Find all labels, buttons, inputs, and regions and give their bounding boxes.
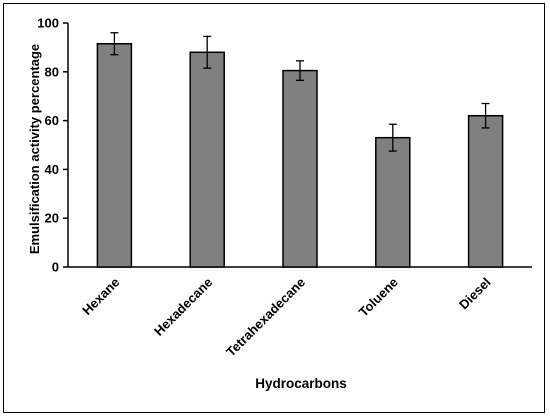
error-bar-toluene <box>388 123 397 152</box>
bar-diesel <box>467 114 504 268</box>
chart-frame: 0 20 40 60 80 100 Hexane Hexadecane Tetrahexade… <box>3 3 545 413</box>
y-tick-label: 80 <box>45 64 59 79</box>
y-tick-label: 60 <box>45 113 59 128</box>
x-tick-labels: Hexane Hexadecane Tetrahexadecane Toluene Di… <box>79 275 494 360</box>
y-axis-label: Emulsification activity percentage <box>27 44 42 254</box>
x-tick-label: Toluene <box>356 275 401 320</box>
error-bar-hexadecane <box>203 35 212 69</box>
bars <box>96 42 504 268</box>
error-bar-tetrahexadecane <box>296 60 304 81</box>
error-bars <box>110 32 490 152</box>
y-tick-label: 100 <box>37 16 59 31</box>
y-tick-label: 0 <box>52 260 59 275</box>
x-tick-label: Hexane <box>79 275 122 318</box>
y-tick-label: 20 <box>45 211 59 226</box>
bar-toluene <box>375 136 411 268</box>
x-tick-label: Hexadecane <box>151 275 215 339</box>
error-bar-diesel <box>481 102 490 129</box>
y-ticks: 0 20 40 60 80 100 <box>37 16 68 275</box>
x-tick-label: Tetrahexadecane <box>223 275 308 360</box>
x-tick-label: Diesel <box>456 275 494 313</box>
bar-hexane <box>96 42 133 268</box>
bar-tetrahexadecane <box>282 69 318 268</box>
x-axis-label: Hydrocarbons <box>255 376 347 391</box>
y-tick-label: 40 <box>45 162 59 177</box>
bar-chart: 0 20 40 60 80 100 Hexane Hexadecane Tetrahexade… <box>27 16 532 391</box>
error-bar-hexane <box>110 32 119 56</box>
bar-hexadecane <box>189 51 225 268</box>
